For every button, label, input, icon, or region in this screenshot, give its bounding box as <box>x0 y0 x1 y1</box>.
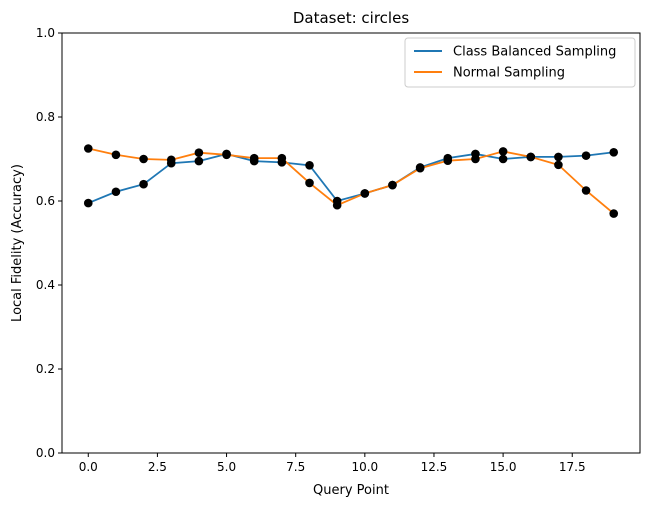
data-point-normal-sampling <box>83 144 93 153</box>
y-axis-label: Local Fidelity (Accuracy) <box>10 164 25 322</box>
data-point-normal-sampling <box>222 150 231 160</box>
chart-title: Dataset: circles <box>293 9 409 27</box>
y-tick-label: 0.8 <box>36 110 55 124</box>
data-point-normal-sampling <box>388 180 397 190</box>
y-tick-label: 1.0 <box>36 26 55 40</box>
x-tick-label: 0.0 <box>79 460 98 474</box>
data-point-class-balanced-sampling <box>581 151 591 160</box>
x-tick-label: 17.5 <box>559 460 586 474</box>
data-point-normal-sampling <box>471 154 480 164</box>
data-point-normal-sampling <box>249 153 259 163</box>
data-point-normal-sampling <box>332 200 342 210</box>
x-tick-label: 5.0 <box>217 460 236 474</box>
plot-area <box>83 144 619 218</box>
data-point-class-balanced-sampling <box>194 156 204 166</box>
data-point-normal-sampling <box>360 189 370 198</box>
x-tick-label: 12.5 <box>421 460 448 474</box>
legend-box <box>404 37 636 88</box>
x-tick-label: 15.0 <box>490 460 517 474</box>
data-point-normal-sampling <box>443 156 453 165</box>
data-point-normal-sampling <box>194 148 204 157</box>
y-tick-label: 0.0 <box>36 446 55 460</box>
legend-label-normal: Normal Sampling <box>453 66 565 81</box>
legend: Class Balanced Sampling Normal Sampling <box>404 37 636 88</box>
legend-label-class-balanced: Class Balanced Sampling <box>453 45 616 60</box>
data-point-class-balanced-sampling <box>111 187 121 197</box>
data-point-class-balanced-sampling <box>139 179 148 189</box>
data-point-normal-sampling <box>415 163 425 173</box>
data-point-normal-sampling <box>166 155 176 165</box>
data-point-class-balanced-sampling <box>305 161 314 170</box>
data-point-class-balanced-sampling <box>498 154 508 164</box>
x-tick-label: 7.5 <box>286 460 305 474</box>
data-point-normal-sampling <box>581 186 591 195</box>
series-line-class-balanced-sampling <box>87 151 614 204</box>
data-point-normal-sampling <box>498 147 508 156</box>
y-axis: 0.0 0.2 0.4 0.6 0.8 1.0 <box>36 26 62 460</box>
data-point-normal-sampling <box>526 152 536 162</box>
data-point-normal-sampling <box>139 154 148 164</box>
y-tick-label: 0.2 <box>36 362 55 376</box>
x-axis-label: Query Point <box>313 483 389 498</box>
data-point-class-balanced-sampling <box>83 198 93 208</box>
x-axis: 0.0 2.5 5.0 7.5 10.0 12.5 15.0 17.5 <box>79 453 586 474</box>
data-point-class-balanced-sampling <box>609 147 619 157</box>
data-point-normal-sampling <box>305 178 314 188</box>
axes-frame <box>61 32 641 454</box>
data-point-normal-sampling <box>277 153 287 163</box>
series-line-normal-sampling <box>88 147 615 215</box>
x-tick-label: 10.0 <box>351 460 378 474</box>
x-tick-label: 2.5 <box>148 460 167 474</box>
data-point-normal-sampling <box>609 209 619 218</box>
y-tick-label: 0.6 <box>36 194 55 208</box>
data-point-normal-sampling <box>111 150 121 160</box>
data-point-normal-sampling <box>554 160 563 170</box>
y-tick-label: 0.4 <box>36 278 55 292</box>
data-point-class-balanced-sampling <box>554 152 563 162</box>
